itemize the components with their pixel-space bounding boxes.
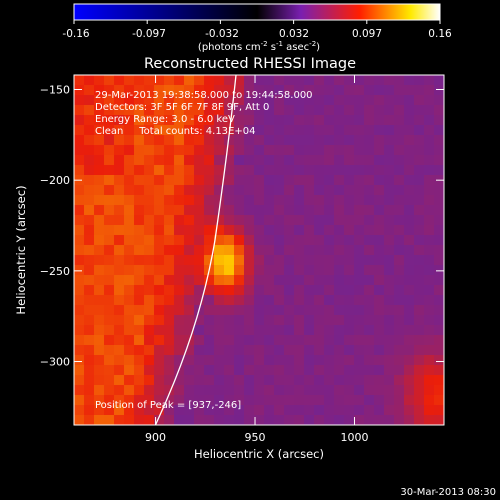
plot-frame (73, 74, 445, 426)
x-tick-label: 1000 (340, 431, 368, 444)
colorbar-tick-3: 0.032 (279, 28, 309, 40)
colorbar-tick-2: -0.032 (205, 28, 239, 40)
y-tick-label: −250 (40, 265, 70, 278)
colorbar-tick-5: 0.16 (428, 28, 452, 40)
annotation-energy: Energy Range: 3.0 - 6.0 keV (95, 114, 235, 125)
colorbar-unit: (photons cm-2 s-1 asec-2) (198, 40, 320, 53)
axes: 900 950 1000 −150 −200 −250 −300 (40, 75, 444, 444)
y-axis-label: Heliocentric Y (arcsec) (14, 185, 28, 314)
y-tick-label: −150 (40, 84, 70, 97)
rhessi-image (74, 75, 444, 425)
x-tick-label: 900 (145, 431, 166, 444)
colorbar-tick-0: -0.16 (62, 28, 89, 40)
plot-title: Reconstructed RHESSI Image (144, 56, 356, 72)
colorbar (73, 3, 441, 21)
annotation-peak: Position of Peak = [937,-246] (95, 400, 241, 411)
colorbar-tick-1: -0.097 (132, 28, 166, 40)
footer-date: 30-Mar-2013 08:30 (400, 487, 496, 498)
solar-limb-line (154, 75, 237, 425)
annotation-detectors: Detectors: 3F 5F 6F 7F 8F 9F, Att 0 (95, 102, 269, 113)
colorbar-ticks (73, 20, 441, 24)
annotation-time-range: 29-Mar-2013 19:38:58.000 to 19:44:58.000 (95, 90, 313, 101)
y-tick-label: −200 (40, 174, 70, 187)
x-tick-label: 950 (245, 431, 266, 444)
x-axis-label: Heliocentric X (arcsec) (194, 447, 324, 461)
annotation-clean: Clean Total counts: 4.13E+04 (95, 126, 255, 137)
colorbar-tick-4: 0.097 (352, 28, 382, 40)
y-tick-label: −300 (40, 356, 70, 369)
